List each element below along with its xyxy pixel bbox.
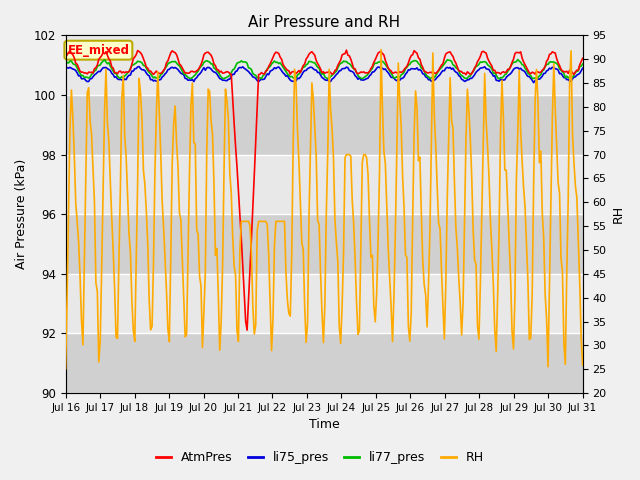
- li77_pres: [242, 59, 250, 65]
- Y-axis label: Air Pressure (kPa): Air Pressure (kPa): [15, 159, 28, 269]
- li75_pres: [235, 65, 243, 71]
- RH: [62, 366, 70, 372]
- Text: EE_mixed: EE_mixed: [67, 44, 129, 57]
- AtmPres: [125, 69, 133, 74]
- Legend: AtmPres, li75_pres, li77_pres, RH: AtmPres, li75_pres, li77_pres, RH: [152, 446, 488, 469]
- Title: Air Pressure and RH: Air Pressure and RH: [248, 15, 400, 30]
- li75_pres: [62, 66, 70, 72]
- RH: [233, 328, 241, 334]
- Bar: [66, 36, 582, 95]
- Line: RH: RH: [66, 49, 582, 369]
- Bar: [66, 274, 582, 334]
- AtmPres: [289, 69, 297, 74]
- Bar: [66, 214, 582, 274]
- X-axis label: Time: Time: [308, 419, 339, 432]
- RH: [288, 252, 296, 257]
- AtmPres: [242, 318, 250, 324]
- Bar: [66, 155, 582, 214]
- AtmPres: [342, 47, 350, 53]
- AtmPres: [243, 327, 251, 333]
- AtmPres: [553, 56, 561, 61]
- li77_pres: [579, 61, 586, 67]
- AtmPres: [579, 56, 586, 61]
- li77_pres: [514, 57, 522, 62]
- li77_pres: [288, 73, 296, 79]
- AtmPres: [62, 53, 70, 59]
- Line: AtmPres: AtmPres: [66, 50, 582, 330]
- li75_pres: [243, 68, 251, 73]
- li77_pres: [62, 62, 70, 68]
- li77_pres: [495, 76, 503, 82]
- li77_pres: [553, 60, 561, 66]
- li75_pres: [125, 72, 133, 78]
- li75_pres: [553, 66, 561, 72]
- li75_pres: [289, 79, 297, 84]
- li75_pres: [218, 76, 225, 82]
- Bar: [66, 334, 582, 393]
- li77_pres: [216, 72, 223, 78]
- li75_pres: [579, 65, 586, 71]
- li77_pres: [125, 69, 133, 74]
- Y-axis label: RH: RH: [612, 205, 625, 223]
- RH: [579, 362, 586, 368]
- li75_pres: [135, 64, 143, 70]
- li75_pres: [530, 80, 538, 85]
- RH: [552, 106, 559, 112]
- AtmPres: [233, 164, 241, 170]
- AtmPres: [216, 69, 223, 75]
- Line: li77_pres: li77_pres: [66, 60, 582, 79]
- Bar: [66, 95, 582, 155]
- Line: li75_pres: li75_pres: [66, 67, 582, 83]
- RH: [242, 218, 250, 224]
- li77_pres: [233, 60, 241, 66]
- RH: [216, 348, 223, 353]
- RH: [377, 47, 385, 52]
- RH: [125, 231, 133, 237]
